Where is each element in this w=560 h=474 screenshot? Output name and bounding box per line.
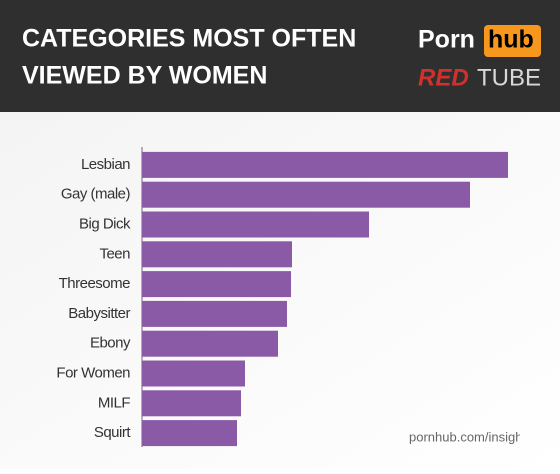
bar	[142, 211, 369, 238]
logo-text: hub	[488, 26, 534, 54]
bar	[142, 300, 287, 327]
bar	[142, 271, 291, 298]
logo-box	[484, 25, 541, 57]
chart-title: CATEGORIES MOST OFTEN	[22, 25, 356, 53]
source: pornhub.com/insights	[409, 429, 533, 444]
logo-text: Porn	[418, 26, 475, 54]
y-tick-label: Teen	[99, 245, 130, 262]
y-tick-label: Threesome	[59, 275, 131, 292]
bar	[142, 151, 508, 178]
y-tick-label: MILF	[98, 394, 131, 411]
y-tick-label: Ebony	[90, 335, 131, 352]
bar	[142, 420, 237, 447]
bar	[142, 181, 470, 208]
y-tick-label: Gay (male)	[61, 186, 131, 203]
y-tick-label: Babysitter	[68, 305, 130, 322]
chart-title: VIEWED BY WOMEN	[22, 62, 267, 90]
y-tick-label: Big Dick	[79, 215, 131, 232]
bar	[142, 241, 292, 268]
source-clip: pornhub.com/insights	[409, 429, 533, 444]
header	[0, 0, 560, 112]
logo-text: TUBE	[477, 64, 541, 91]
bar	[142, 390, 241, 417]
bar	[142, 360, 245, 387]
logo-text: RED	[418, 64, 469, 91]
y-tick-label: For Women	[56, 364, 130, 381]
bar	[142, 330, 278, 357]
y-tick-label: Squirt	[94, 424, 132, 441]
y-tick-label: Lesbian	[81, 156, 130, 173]
